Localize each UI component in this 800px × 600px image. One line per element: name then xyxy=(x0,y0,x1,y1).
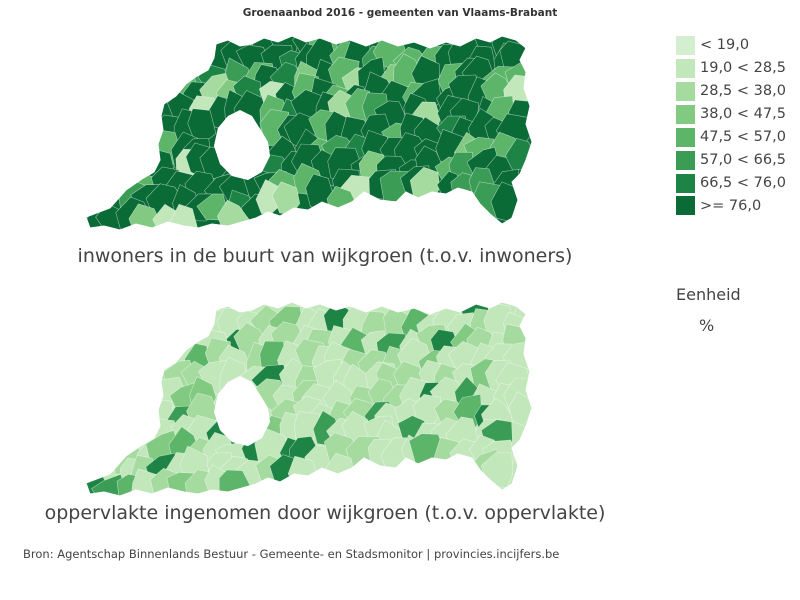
legend-swatch xyxy=(676,196,695,216)
legend-label: 57,0 < 66,5 xyxy=(700,152,786,169)
province-outline xyxy=(85,301,533,497)
legend-item[interactable]: 19,0 < 28,5 xyxy=(676,57,786,79)
legend-item[interactable]: 66,5 < 76,0 xyxy=(676,172,786,194)
legend-item[interactable]: 57,0 < 66,5 xyxy=(676,149,786,171)
map-oppervlakte-caption: oppervlakte ingenomen door wijkgroen (t.… xyxy=(44,502,606,524)
province-outline xyxy=(85,35,533,231)
map-oppervlakte-svg xyxy=(85,301,533,497)
legend-swatch xyxy=(676,173,695,193)
legend-swatch xyxy=(676,127,695,147)
legend-unit-value: % xyxy=(699,316,715,335)
legend-label: 38,0 < 47,5 xyxy=(700,106,786,123)
legend-swatch xyxy=(676,58,695,78)
brussels-gap xyxy=(214,376,270,446)
chart-title: Groenaanbod 2016 - gemeenten van Vlaams-… xyxy=(242,7,558,19)
legend-label: 66,5 < 76,0 xyxy=(700,175,786,191)
legend-item[interactable]: >= 76,0 xyxy=(676,195,786,217)
legend-label: 28,5 < 38,0 xyxy=(700,83,786,100)
legend-label: 19,0 < 28,5 xyxy=(700,60,786,77)
legend-swatch xyxy=(676,81,695,101)
legend-label: 47,5 < 57,0 xyxy=(700,129,786,146)
map-inwoners xyxy=(80,32,560,232)
map-oppervlakte xyxy=(80,298,560,498)
legend-unit-title: Eenheid xyxy=(676,285,741,304)
legend-item[interactable]: 28,5 < 38,0 xyxy=(676,80,786,102)
legend-label: < 19,0 xyxy=(700,37,750,54)
map-inwoners-svg xyxy=(85,35,533,231)
brussels-gap xyxy=(214,110,270,180)
source-note: Bron: Agentschap Binnenlands Bestuur - G… xyxy=(23,547,560,561)
legend-item[interactable]: < 19,0 xyxy=(676,34,786,56)
legend-label: >= 76,0 xyxy=(700,197,762,214)
legend: < 19,0 19,0 < 28,5 28,5 < 38,0 38,0 < 47… xyxy=(676,34,786,218)
legend-item[interactable]: 38,0 < 47,5 xyxy=(676,103,786,125)
map-inwoners-caption: inwoners in de buurt van wijkgroen (t.o.… xyxy=(77,245,573,267)
legend-swatch xyxy=(676,35,695,55)
legend-item[interactable]: 47,5 < 57,0 xyxy=(676,126,786,148)
legend-swatch xyxy=(676,150,695,170)
legend-swatch xyxy=(676,104,695,124)
